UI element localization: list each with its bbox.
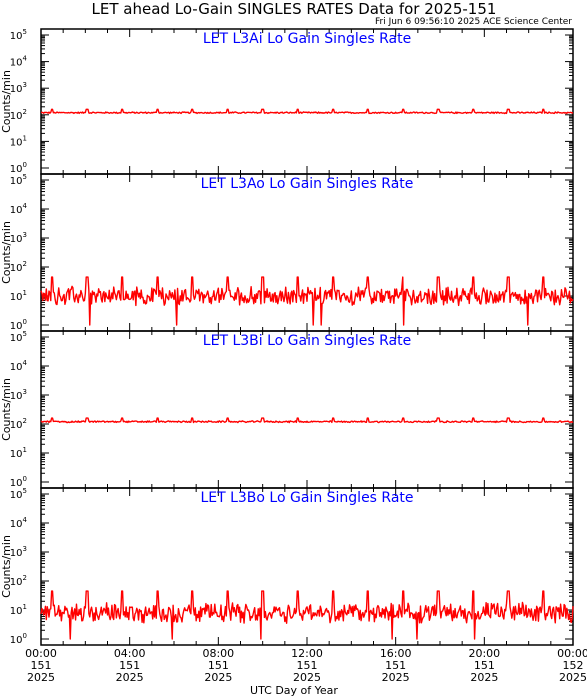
- y-tick-label: 103: [10, 81, 27, 95]
- panel-3: 100 101 102 103 104 105 Counts/min LET L3Bi Lo …: [0, 330, 574, 489]
- panel-title: LET L3Bo Lo Gain Singles Rate: [200, 490, 413, 506]
- x-tick-year: 2025: [470, 671, 498, 684]
- y-tick-label: 102: [10, 417, 27, 431]
- y-tick-label: 102: [10, 574, 27, 588]
- y-tick-label: 105: [10, 173, 27, 187]
- y-tick-label: 100: [10, 475, 27, 489]
- x-tick-doy: 151: [385, 659, 406, 672]
- panel-title: LET L3Ai Lo Gain Singles Rate: [203, 31, 411, 47]
- series-line: [40, 417, 574, 424]
- x-tick-doy: 151: [31, 659, 52, 672]
- plot-frame: [40, 28, 574, 175]
- y-tick-label: 101: [10, 289, 27, 303]
- y-tick-label: 104: [10, 202, 28, 216]
- x-tick-year: 2025: [27, 671, 55, 684]
- x-tick-doy: 151: [208, 659, 229, 672]
- x-tick-doy: 151: [474, 659, 495, 672]
- panel-title: LET L3Ao Lo Gain Singles Rate: [201, 176, 414, 192]
- x-tick-time: 16:00: [380, 647, 412, 660]
- series-line: [40, 108, 574, 115]
- x-tick-doy: 151: [119, 659, 140, 672]
- y-tick-label: 101: [10, 603, 27, 617]
- y-tick-label: 100: [10, 318, 27, 332]
- x-tick-doy: 152: [563, 659, 584, 672]
- x-tick-time: 00:00: [25, 647, 57, 660]
- series-line: [40, 276, 574, 326]
- x-tick-time: 04:00: [114, 647, 146, 660]
- y-tick-label: 105: [10, 28, 27, 42]
- y-axis-label: Counts/min: [0, 70, 13, 133]
- plot-frame: [40, 487, 574, 646]
- timestamp: Fri Jun 6 09:56:10 2025 ACE Science Cent…: [375, 17, 572, 27]
- x-tick-doy: 151: [297, 659, 318, 672]
- x-tick-year: 2025: [204, 671, 232, 684]
- panel-1: 100 101 102 103 104 105 Counts/min LET L3Ai Lo …: [0, 28, 574, 175]
- y-tick-label: 103: [10, 231, 27, 245]
- x-tick-year: 2025: [116, 671, 144, 684]
- y-tick-label: 100: [10, 632, 27, 646]
- x-axis-labels: 00:00151202504:00151202508:00151202512:0…: [25, 647, 587, 684]
- y-axis-label: Counts/min: [0, 535, 13, 598]
- x-tick-year: 2025: [382, 671, 410, 684]
- panel-2: 100 101 102 103 104 105 Counts/min LET L3Ao Lo …: [0, 173, 574, 332]
- plot-frame: [40, 173, 574, 332]
- y-tick-label: 102: [10, 260, 27, 274]
- y-tick-label: 104: [10, 359, 28, 373]
- y-tick-label: 100: [10, 161, 27, 175]
- x-tick-time: 00:00: [557, 647, 587, 660]
- figure-title: LET ahead Lo-Gain SINGLES RATES Data for…: [92, 0, 497, 18]
- x-tick-year: 2025: [559, 671, 587, 684]
- plot-frame: [40, 330, 574, 489]
- y-tick-label: 104: [10, 516, 28, 530]
- x-tick-time: 20:00: [468, 647, 500, 660]
- x-tick-time: 12:00: [291, 647, 323, 660]
- y-tick-label: 102: [10, 108, 27, 122]
- y-tick-label: 103: [10, 545, 27, 559]
- x-tick-year: 2025: [293, 671, 321, 684]
- y-tick-label: 101: [10, 134, 27, 148]
- panel-title: LET L3Bi Lo Gain Singles Rate: [203, 333, 411, 349]
- x-tick-time: 08:00: [202, 647, 234, 660]
- y-axis-label: Counts/min: [0, 221, 13, 284]
- y-tick-label: 101: [10, 446, 27, 460]
- y-tick-label: 104: [10, 55, 28, 69]
- series-line: [40, 590, 574, 640]
- y-tick-label: 105: [10, 487, 27, 501]
- panels: 100 101 102 103 104 105 Counts/min LET L3Ai Lo …: [0, 28, 574, 646]
- x-axis-label: UTC Day of Year: [250, 684, 338, 697]
- y-axis-label: Counts/min: [0, 378, 13, 441]
- y-tick-label: 103: [10, 388, 27, 402]
- y-tick-label: 105: [10, 330, 27, 344]
- panel-4: 100 101 102 103 104 105 Counts/min LET L3Bo Lo …: [0, 487, 574, 646]
